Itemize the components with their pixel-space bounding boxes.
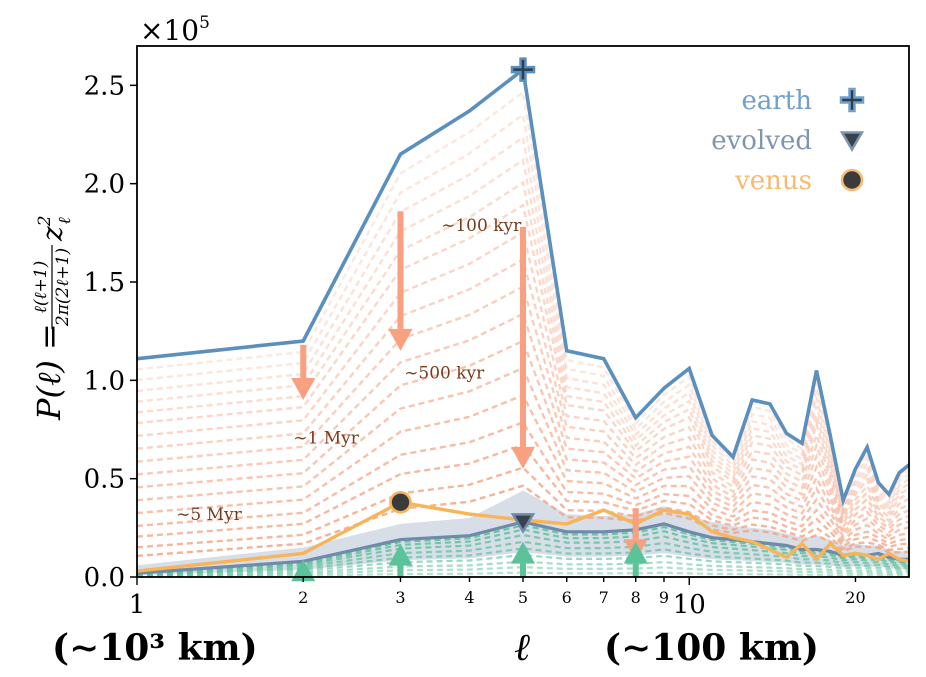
y-label-main: P(ℓ) =	[30, 323, 68, 421]
y-tick-label: 2.0	[84, 170, 125, 200]
growth-curve	[137, 571, 909, 577]
time-annotation: ∼1 Myr	[293, 428, 359, 448]
y-axis-ticks: 0.0 0.5 1.0 1.5 2.0 2.5	[84, 71, 137, 593]
decay-arrow	[291, 344, 316, 400]
x-tick-label: 9	[659, 588, 669, 607]
x-tick-label: 5	[518, 588, 528, 607]
x-extra-right-label: (∼100 km)	[604, 627, 819, 669]
time-annotation: ∼5 Myr	[176, 505, 242, 525]
time-annotations: ∼100 kyr ∼500 kyr ∼1 Myr ∼5 Myr	[176, 216, 522, 525]
legend-symbol	[840, 168, 864, 192]
decay-arrow	[388, 211, 413, 351]
time-annotation: ∼100 kyr	[441, 216, 522, 236]
decay-curve	[137, 180, 909, 518]
series-markers	[389, 57, 536, 534]
growth-arrow	[623, 541, 648, 577]
growth-curve	[137, 533, 909, 576]
y-multiplier: ×105	[140, 13, 210, 47]
decay-curve	[137, 112, 909, 510]
decay-curve	[137, 135, 909, 513]
growth-curve	[137, 528, 909, 575]
legend-symbol	[839, 131, 865, 152]
decay-curve	[137, 158, 909, 515]
x-extra-left-label: (∼10³ km)	[52, 627, 258, 669]
legend-label: earth	[741, 86, 812, 116]
growth-arrow	[388, 543, 413, 577]
legend-entry: evolved	[711, 126, 865, 156]
evolved-marker	[510, 513, 536, 534]
y-label-tail: z2ℓ	[35, 215, 75, 242]
y-tick-label: 1.0	[84, 366, 125, 396]
venus-marker	[389, 490, 412, 514]
legend: earth evolved venus	[711, 86, 865, 196]
decay-curve	[137, 203, 909, 520]
x-tick-label: 3	[395, 588, 405, 607]
growth-curve	[137, 565, 909, 577]
x-axis-label: ℓ	[514, 625, 530, 669]
x-tick-label: 4	[464, 588, 474, 607]
y-tick-label: 0.5	[84, 465, 125, 495]
x-tick-label: 2	[298, 588, 308, 607]
decay-curve	[137, 339, 909, 536]
growth-curve	[137, 547, 909, 577]
y-tick-label: 2.5	[84, 71, 125, 101]
growth-curve	[137, 560, 909, 577]
time-arrows	[291, 211, 648, 582]
decay-curve	[137, 420, 909, 545]
legend-entry: venus	[734, 166, 864, 196]
decay-curve	[137, 466, 909, 552]
growth-curve	[137, 540, 909, 576]
y-axis-label: P(ℓ) = ℓ(ℓ+1) 2π(2ℓ+1) z2ℓ	[30, 215, 75, 421]
growth-curve	[137, 553, 909, 577]
x-tick-label: 20	[845, 588, 865, 607]
y-tick-label: 1.5	[84, 268, 125, 298]
plot-area: ∼100 kyr ∼500 kyr ∼1 Myr ∼5 Myr	[137, 57, 909, 582]
legend-symbol	[839, 87, 865, 113]
decay-arrow	[511, 226, 535, 469]
legend-label: venus	[734, 166, 812, 196]
x-tick-label: 8	[631, 588, 641, 607]
decay-curve	[137, 484, 909, 558]
earth-marker	[510, 57, 536, 82]
legend-entry: earth	[741, 86, 865, 116]
x-tick-label: 7	[599, 588, 609, 607]
decay-curve	[137, 312, 909, 533]
legend-label: evolved	[711, 126, 812, 156]
x-tick-label: 1	[129, 590, 146, 620]
time-annotation: ∼500 kyr	[404, 363, 485, 383]
growth-arrow	[511, 541, 535, 577]
x-axis-ticks: 1 2 3 4 5 6 7 8 9 10 20	[129, 577, 866, 620]
x-tick-label: 10	[673, 590, 706, 620]
y-tick-label: 0.0	[84, 563, 125, 593]
y-label-denominator: 2π(2ℓ+1)	[53, 248, 73, 327]
y-label-numerator: ℓ(ℓ+1)	[31, 261, 51, 314]
x-tick-label: 6	[562, 588, 572, 607]
